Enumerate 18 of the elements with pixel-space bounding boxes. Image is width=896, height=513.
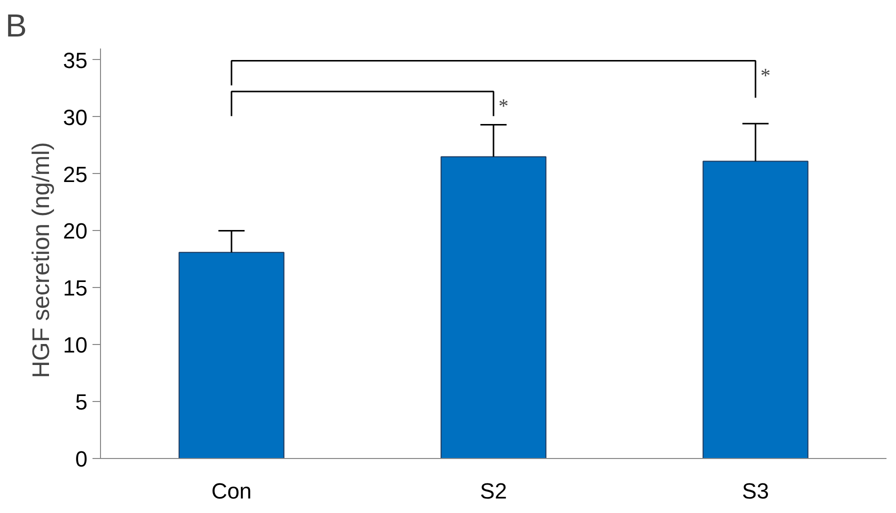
y-tick-label: 10	[63, 332, 88, 358]
x-tick-label: S2	[480, 478, 507, 504]
y-tick-label: 30	[63, 104, 88, 130]
y-tick-label: 5	[75, 390, 88, 415]
x-tick-label: Con	[211, 478, 252, 504]
y-tick-label: 20	[63, 218, 88, 244]
y-tick-label: 35	[63, 48, 88, 73]
bar	[702, 160, 808, 458]
annotation: *	[760, 64, 770, 87]
x-tick-label: S3	[742, 478, 769, 504]
text: B	[6, 8, 27, 44]
bar	[178, 252, 284, 458]
annotation: *	[498, 96, 508, 118]
y-tick-label: 15	[63, 276, 88, 301]
y-tick-label: 0	[75, 446, 88, 472]
y-axis-title: HGF secretion (ng/ml)	[28, 142, 56, 378]
bar	[440, 156, 546, 458]
y-tick-label: 25	[63, 162, 88, 187]
